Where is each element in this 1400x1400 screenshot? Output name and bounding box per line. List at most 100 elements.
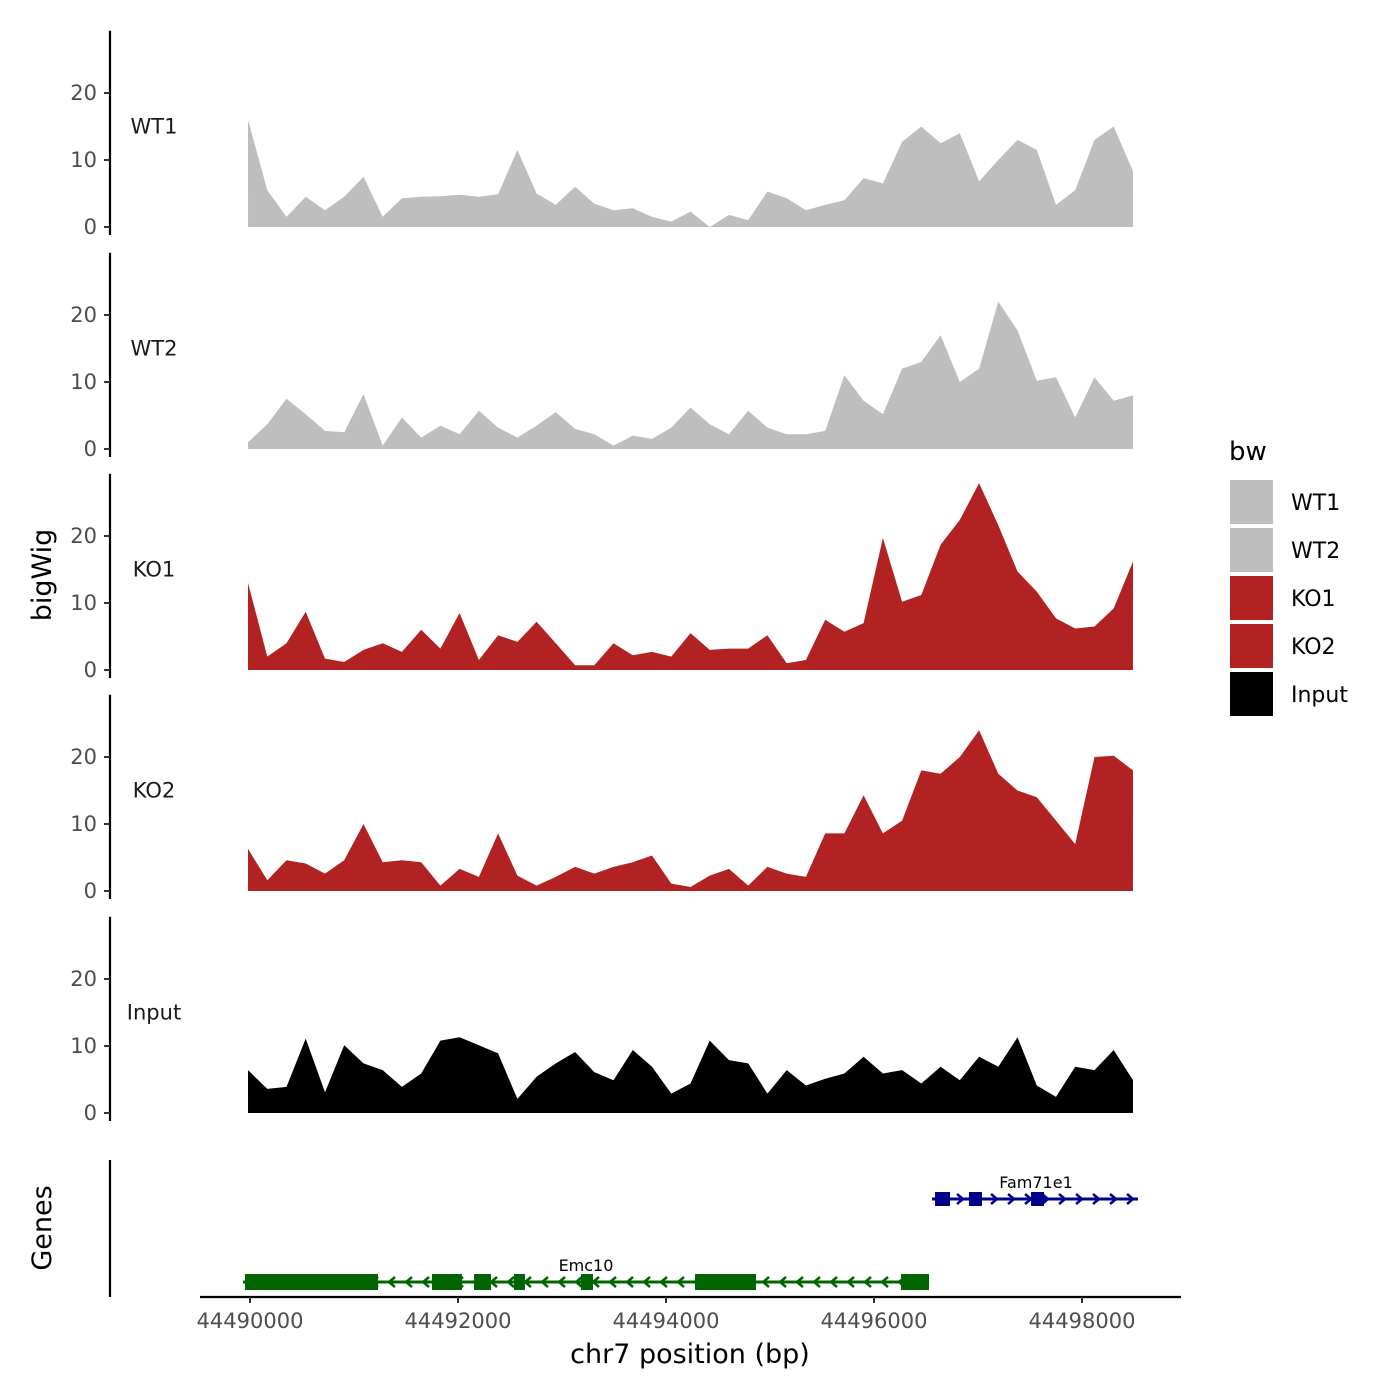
strand-arrow-icon (795, 1276, 804, 1288)
strand-arrow-icon (404, 1276, 413, 1288)
strand-arrow-icon (1109, 1193, 1118, 1205)
strand-arrow-icon (829, 1276, 838, 1288)
strand-arrow-icon (846, 1276, 855, 1288)
strand-arrow-icon (812, 1276, 821, 1288)
track-wt2: 0 10 20 WT2 (70, 252, 1133, 461)
coverage-area-wt1 (248, 119, 1133, 227)
strand-arrow-icon (387, 1276, 396, 1288)
y-tick-label: 20 (70, 967, 97, 991)
x-tick-label: 44492000 (405, 1309, 512, 1333)
strand-arrow-icon (506, 1276, 515, 1288)
x-axis: 44490000 44492000 44494000 44496000 44498000 (197, 1295, 1181, 1333)
y-tick-label: 10 (70, 591, 97, 615)
x-tick-label: 44494000 (613, 1309, 720, 1333)
gene-emc10: Emc10 (243, 1256, 930, 1290)
strand-arrow-icon (421, 1276, 430, 1288)
coverage-area-ko2 (248, 730, 1133, 891)
coverage-area-wt2 (248, 301, 1133, 449)
y-tick-label: 10 (70, 370, 97, 394)
strand-arrow-icon (1075, 1193, 1084, 1205)
exon (245, 1274, 379, 1290)
strand-arrow-icon (591, 1276, 600, 1288)
x-tick-label: 44490000 (197, 1309, 304, 1333)
strand-arrow-icon (1058, 1193, 1067, 1205)
track-label: KO2 (133, 779, 176, 803)
genes-axis-title: Genes (27, 1185, 58, 1270)
strand-arrow-icon (880, 1276, 889, 1288)
legend-swatch-wt2 (1230, 528, 1273, 572)
legend-label-input: Input (1291, 683, 1348, 708)
y-tick-label: 10 (70, 1034, 97, 1058)
legend-label-ko2: KO2 (1291, 635, 1336, 660)
coverage-area-input (248, 1037, 1133, 1113)
strand-arrow-icon (489, 1276, 498, 1288)
gene-label: Emc10 (559, 1256, 614, 1275)
track-ko2: 0 10 20 KO2 (70, 694, 1133, 903)
y-tick-label: 0 (84, 215, 97, 239)
strand-arrow-icon (761, 1276, 770, 1288)
exon (513, 1274, 525, 1290)
track-label: Input (127, 1001, 181, 1025)
exon (968, 1192, 982, 1206)
y-tick-label: 0 (84, 658, 97, 682)
y-axis-title: bigWig (27, 529, 58, 622)
strand-arrow-icon (990, 1193, 999, 1205)
exon (695, 1274, 756, 1290)
strand-arrow-icon (608, 1276, 617, 1288)
y-tick-label: 20 (70, 303, 97, 327)
strand-arrow-icon (1024, 1193, 1033, 1205)
strand-arrow-icon (574, 1276, 583, 1288)
track-ko1: 0 10 20 KO1 (70, 473, 1133, 682)
legend-label-wt2: WT2 (1291, 539, 1340, 564)
strand-arrow-icon (625, 1276, 634, 1288)
strand-arrow-icon (956, 1193, 965, 1205)
strand-arrow-icon (1007, 1193, 1016, 1205)
strand-arrow-icon (1126, 1193, 1135, 1205)
track-input: 0 10 20 Input (70, 916, 1133, 1125)
strand-arrow-icon (659, 1276, 668, 1288)
y-tick-label: 20 (70, 524, 97, 548)
gene-fam71e1: Fam71e1 (932, 1173, 1138, 1206)
y-tick-label: 20 (70, 81, 97, 105)
track-wt1: 0 10 20 WT1 (70, 30, 1133, 239)
x-tick-label: 44496000 (821, 1309, 928, 1333)
coverage-tracks: 0 10 20 WT1 0 10 20 WT2 0 10 20 KO1 0 10 20 KO2 0 10 20 Inp… (70, 30, 1133, 1125)
y-tick-label: 10 (70, 812, 97, 836)
exon (581, 1274, 593, 1290)
legend-swatch-input (1230, 672, 1273, 716)
x-tick-label: 44498000 (1029, 1309, 1136, 1333)
strand-arrow-icon (1092, 1193, 1101, 1205)
exon (1031, 1192, 1045, 1206)
strand-arrow-icon (778, 1276, 787, 1288)
y-tick-label: 0 (84, 879, 97, 903)
strand-arrow-icon (540, 1276, 549, 1288)
strand-arrow-icon (523, 1276, 532, 1288)
strand-arrow-icon (863, 1276, 872, 1288)
track-label: WT2 (131, 337, 178, 361)
gene-track: Emc10 Fam71e1 (108, 1160, 1138, 1297)
y-tick-label: 0 (84, 1101, 97, 1125)
track-label: KO1 (133, 558, 176, 582)
exon (474, 1274, 491, 1290)
track-label: WT1 (131, 115, 178, 139)
legend-swatch-ko1 (1230, 576, 1273, 620)
legend: bw WT1 WT2 KO1 KO2 Input (1229, 437, 1348, 716)
y-tick-label: 0 (84, 437, 97, 461)
strand-arrow-icon (676, 1276, 685, 1288)
exon (935, 1192, 951, 1206)
legend-swatch-ko2 (1230, 624, 1273, 668)
coverage-area-ko1 (248, 483, 1133, 670)
gene-label: Fam71e1 (999, 1173, 1073, 1192)
y-tick-label: 20 (70, 745, 97, 769)
legend-label-wt1: WT1 (1291, 491, 1340, 516)
legend-swatch-wt1 (1230, 480, 1273, 524)
legend-label-ko1: KO1 (1291, 587, 1336, 612)
exon (432, 1274, 462, 1290)
x-axis-title: chr7 position (bp) (570, 1339, 810, 1370)
exon (901, 1274, 930, 1290)
y-tick-label: 10 (70, 148, 97, 172)
legend-title: bw (1229, 437, 1267, 467)
strand-arrow-icon (642, 1276, 651, 1288)
strand-arrow-icon (557, 1276, 566, 1288)
